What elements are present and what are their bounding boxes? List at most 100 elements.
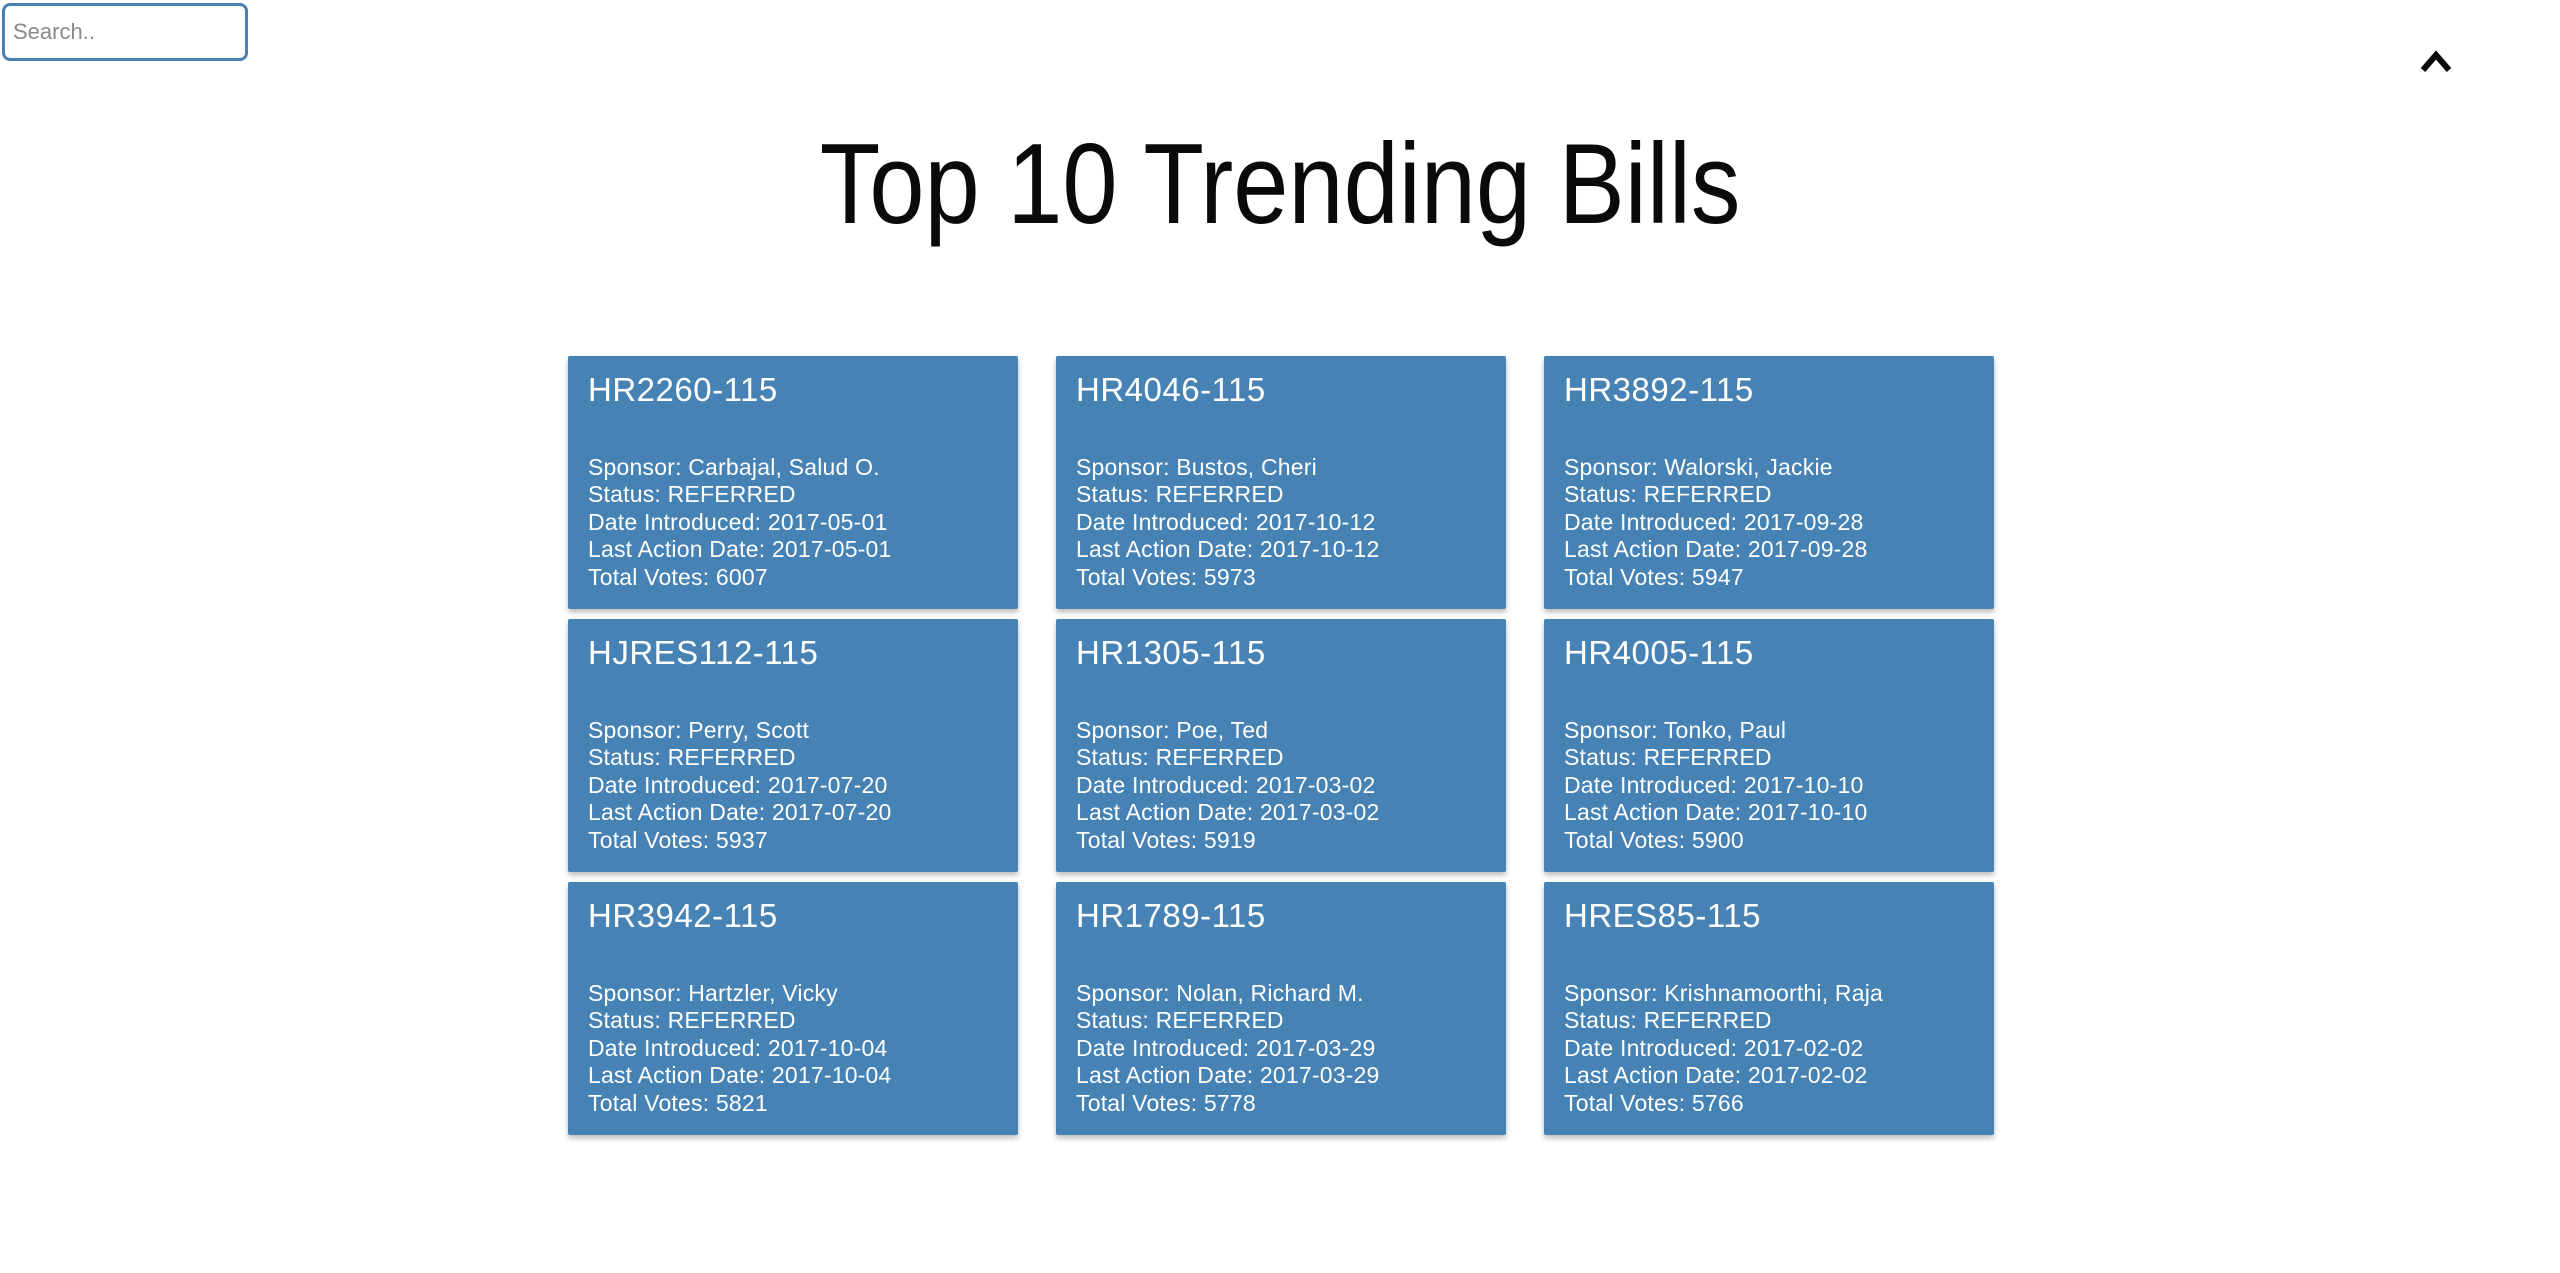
date-introduced-value: 2017-10-12: [1255, 508, 1376, 535]
bill-id: HR1789-115: [1076, 897, 1266, 934]
status-label: Status:: [1076, 744, 1156, 771]
sponsor-value: Krishnamoorthi, Raja: [1664, 979, 1884, 1006]
total-votes-value: 5778: [1203, 1089, 1256, 1116]
last-action-date-value: 2017-07-20: [771, 799, 892, 826]
bill-id: HR3892-115: [1564, 371, 1754, 408]
total-votes-line: Total Votes: 5900: [1564, 827, 1974, 855]
sponsor-label: Sponsor:: [1076, 979, 1177, 1006]
sponsor-label: Sponsor:: [588, 716, 689, 743]
last-action-date-value: 2017-10-10: [1747, 799, 1868, 826]
last-action-date-line: Last Action Date: 2017-05-01: [588, 536, 998, 564]
last-action-date-value: 2017-03-02: [1259, 799, 1380, 826]
chevron-up-icon: [2420, 50, 2452, 72]
sponsor-value: Poe, Ted: [1176, 716, 1269, 743]
date-introduced-line: Date Introduced: 2017-07-20: [588, 772, 998, 800]
bill-details: Sponsor: Hartzler, Vicky Status: REFERRE…: [588, 980, 998, 1118]
last-action-date-line: Last Action Date: 2017-10-12: [1076, 536, 1486, 564]
last-action-date-line: Last Action Date: 2017-03-02: [1076, 799, 1486, 827]
status-value: REFERRED: [667, 744, 796, 771]
date-introduced-label: Date Introduced:: [1564, 771, 1744, 798]
last-action-date-value: 2017-02-02: [1747, 1062, 1868, 1089]
last-action-date-value: 2017-10-04: [771, 1062, 892, 1089]
last-action-date-label: Last Action Date:: [588, 1062, 772, 1089]
bill-details: Sponsor: Perry, Scott Status: REFERRED D…: [588, 717, 998, 855]
last-action-date-value: 2017-10-12: [1259, 536, 1380, 563]
status-label: Status:: [1076, 481, 1156, 508]
bill-card[interactable]: HR1789-115 Sponsor: Nolan, Richard M. St…: [1056, 882, 1506, 1135]
bill-card[interactable]: HR1305-115 Sponsor: Poe, Ted Status: REF…: [1056, 619, 1506, 872]
scroll-to-top-button[interactable]: [2414, 44, 2458, 80]
last-action-date-line: Last Action Date: 2017-03-29: [1076, 1062, 1486, 1090]
sponsor-line: Sponsor: Perry, Scott: [588, 717, 998, 745]
total-votes-line: Total Votes: 5778: [1076, 1090, 1486, 1118]
last-action-date-label: Last Action Date:: [1076, 1062, 1260, 1089]
last-action-date-label: Last Action Date:: [1076, 799, 1260, 826]
bill-id: HJRES112-115: [588, 634, 819, 671]
sponsor-label: Sponsor:: [588, 979, 689, 1006]
total-votes-value: 5973: [1203, 563, 1256, 590]
bill-card[interactable]: HJRES112-115 Sponsor: Perry, Scott Statu…: [568, 619, 1018, 872]
bill-card[interactable]: HR3892-115 Sponsor: Walorski, Jackie Sta…: [1544, 356, 1994, 609]
status-label: Status:: [1564, 744, 1644, 771]
status-value: REFERRED: [1643, 744, 1772, 771]
last-action-date-value: 2017-05-01: [771, 536, 892, 563]
date-introduced-line: Date Introduced: 2017-05-01: [588, 509, 998, 537]
bill-card[interactable]: HR2260-115 Sponsor: Carbajal, Salud O. S…: [568, 356, 1018, 609]
total-votes-line: Total Votes: 5937: [588, 827, 998, 855]
total-votes-label: Total Votes:: [1564, 826, 1692, 853]
status-line: Status: REFERRED: [1076, 744, 1486, 772]
sponsor-value: Bustos, Cheri: [1176, 453, 1317, 480]
last-action-date-label: Last Action Date:: [1564, 1062, 1748, 1089]
sponsor-line: Sponsor: Krishnamoorthi, Raja: [1564, 980, 1974, 1008]
status-label: Status:: [1564, 1007, 1644, 1034]
bill-card[interactable]: HR4005-115 Sponsor: Tonko, Paul Status: …: [1544, 619, 1994, 872]
date-introduced-value: 2017-10-04: [767, 1034, 888, 1061]
sponsor-line: Sponsor: Poe, Ted: [1076, 717, 1486, 745]
status-value: REFERRED: [1155, 481, 1284, 508]
sponsor-line: Sponsor: Nolan, Richard M.: [1076, 980, 1486, 1008]
bill-details: Sponsor: Carbajal, Salud O. Status: REFE…: [588, 454, 998, 592]
bill-details: Sponsor: Walorski, Jackie Status: REFERR…: [1564, 454, 1974, 592]
status-value: REFERRED: [1643, 481, 1772, 508]
bill-details: Sponsor: Bustos, Cheri Status: REFERRED …: [1076, 454, 1486, 592]
bill-card[interactable]: HR4046-115 Sponsor: Bustos, Cheri Status…: [1056, 356, 1506, 609]
total-votes-label: Total Votes:: [588, 826, 716, 853]
total-votes-label: Total Votes:: [588, 563, 716, 590]
sponsor-label: Sponsor:: [1076, 453, 1177, 480]
date-introduced-label: Date Introduced:: [588, 508, 768, 535]
sponsor-value: Perry, Scott: [688, 716, 810, 743]
date-introduced-line: Date Introduced: 2017-10-10: [1564, 772, 1974, 800]
date-introduced-value: 2017-07-20: [767, 771, 888, 798]
status-line: Status: REFERRED: [1076, 1007, 1486, 1035]
total-votes-line: Total Votes: 5821: [588, 1090, 998, 1118]
sponsor-line: Sponsor: Walorski, Jackie: [1564, 454, 1974, 482]
status-value: REFERRED: [1155, 744, 1284, 771]
bill-details: Sponsor: Tonko, Paul Status: REFERRED Da…: [1564, 717, 1974, 855]
date-introduced-value: 2017-03-02: [1255, 771, 1376, 798]
date-introduced-value: 2017-03-29: [1255, 1034, 1376, 1061]
status-label: Status:: [588, 481, 668, 508]
bill-card[interactable]: HRES85-115 Sponsor: Krishnamoorthi, Raja…: [1544, 882, 1994, 1135]
bill-card[interactable]: HR3942-115 Sponsor: Hartzler, Vicky Stat…: [568, 882, 1018, 1135]
page-title: Top 10 Trending Bills: [819, 121, 1741, 248]
search-input[interactable]: [2, 3, 248, 61]
sponsor-value: Walorski, Jackie: [1664, 453, 1833, 480]
total-votes-label: Total Votes:: [1564, 563, 1692, 590]
last-action-date-line: Last Action Date: 2017-10-10: [1564, 799, 1974, 827]
status-line: Status: REFERRED: [1564, 1007, 1974, 1035]
status-value: REFERRED: [1155, 1007, 1284, 1034]
sponsor-value: Nolan, Richard M.: [1176, 979, 1364, 1006]
sponsor-line: Sponsor: Carbajal, Salud O.: [588, 454, 998, 482]
date-introduced-label: Date Introduced:: [1076, 508, 1256, 535]
status-value: REFERRED: [667, 1007, 796, 1034]
total-votes-value: 5821: [715, 1089, 768, 1116]
last-action-date-value: 2017-09-28: [1747, 536, 1868, 563]
status-label: Status:: [588, 744, 668, 771]
last-action-date-label: Last Action Date:: [1564, 799, 1748, 826]
date-introduced-label: Date Introduced:: [1564, 508, 1744, 535]
sponsor-label: Sponsor:: [1564, 453, 1665, 480]
last-action-date-line: Last Action Date: 2017-02-02: [1564, 1062, 1974, 1090]
last-action-date-line: Last Action Date: 2017-09-28: [1564, 536, 1974, 564]
last-action-date-line: Last Action Date: 2017-10-04: [588, 1062, 998, 1090]
last-action-date-label: Last Action Date:: [588, 799, 772, 826]
